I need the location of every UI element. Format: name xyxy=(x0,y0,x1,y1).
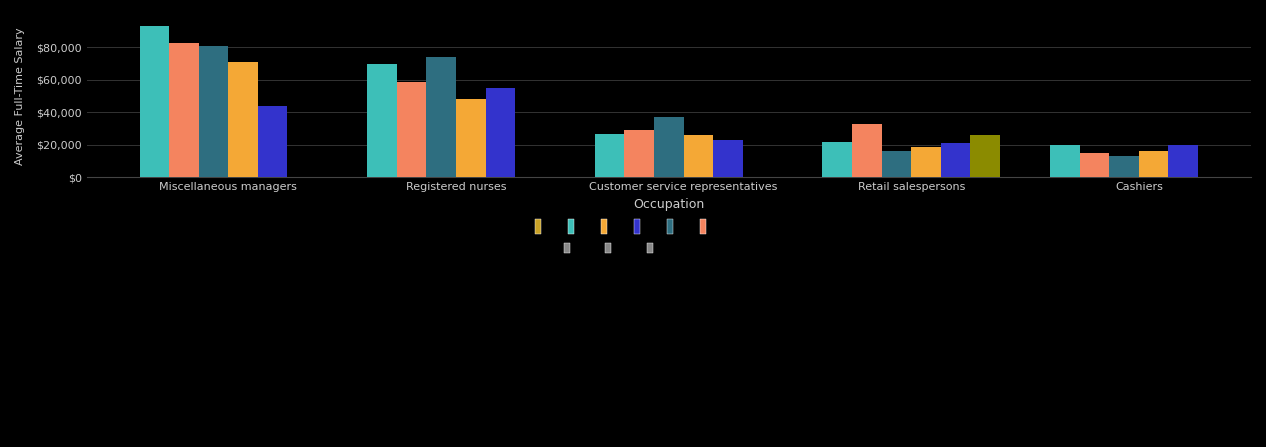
Bar xyxy=(881,152,912,177)
Bar xyxy=(427,57,456,177)
Bar xyxy=(971,135,1000,177)
Bar xyxy=(396,82,427,177)
Bar xyxy=(486,88,515,177)
Bar xyxy=(941,143,971,177)
Bar xyxy=(139,26,170,177)
Bar xyxy=(228,62,258,177)
Bar xyxy=(1139,152,1169,177)
Bar xyxy=(1050,145,1080,177)
Bar xyxy=(912,147,941,177)
Bar xyxy=(367,64,396,177)
Y-axis label: Average Full-Time Salary: Average Full-Time Salary xyxy=(15,27,25,165)
Bar xyxy=(1109,156,1139,177)
Bar xyxy=(1080,153,1109,177)
X-axis label: Occupation: Occupation xyxy=(633,198,704,211)
Bar xyxy=(655,117,684,177)
Bar xyxy=(170,42,199,177)
Bar xyxy=(823,142,852,177)
Bar xyxy=(595,134,624,177)
Bar xyxy=(199,46,228,177)
Bar xyxy=(624,131,655,177)
Bar xyxy=(258,106,287,177)
Bar xyxy=(1169,145,1198,177)
Bar xyxy=(456,100,486,177)
Bar xyxy=(684,135,713,177)
Legend: 2014, 2015, 2016: 2014, 2015, 2016 xyxy=(561,239,684,257)
Bar xyxy=(852,124,881,177)
Bar xyxy=(713,140,743,177)
